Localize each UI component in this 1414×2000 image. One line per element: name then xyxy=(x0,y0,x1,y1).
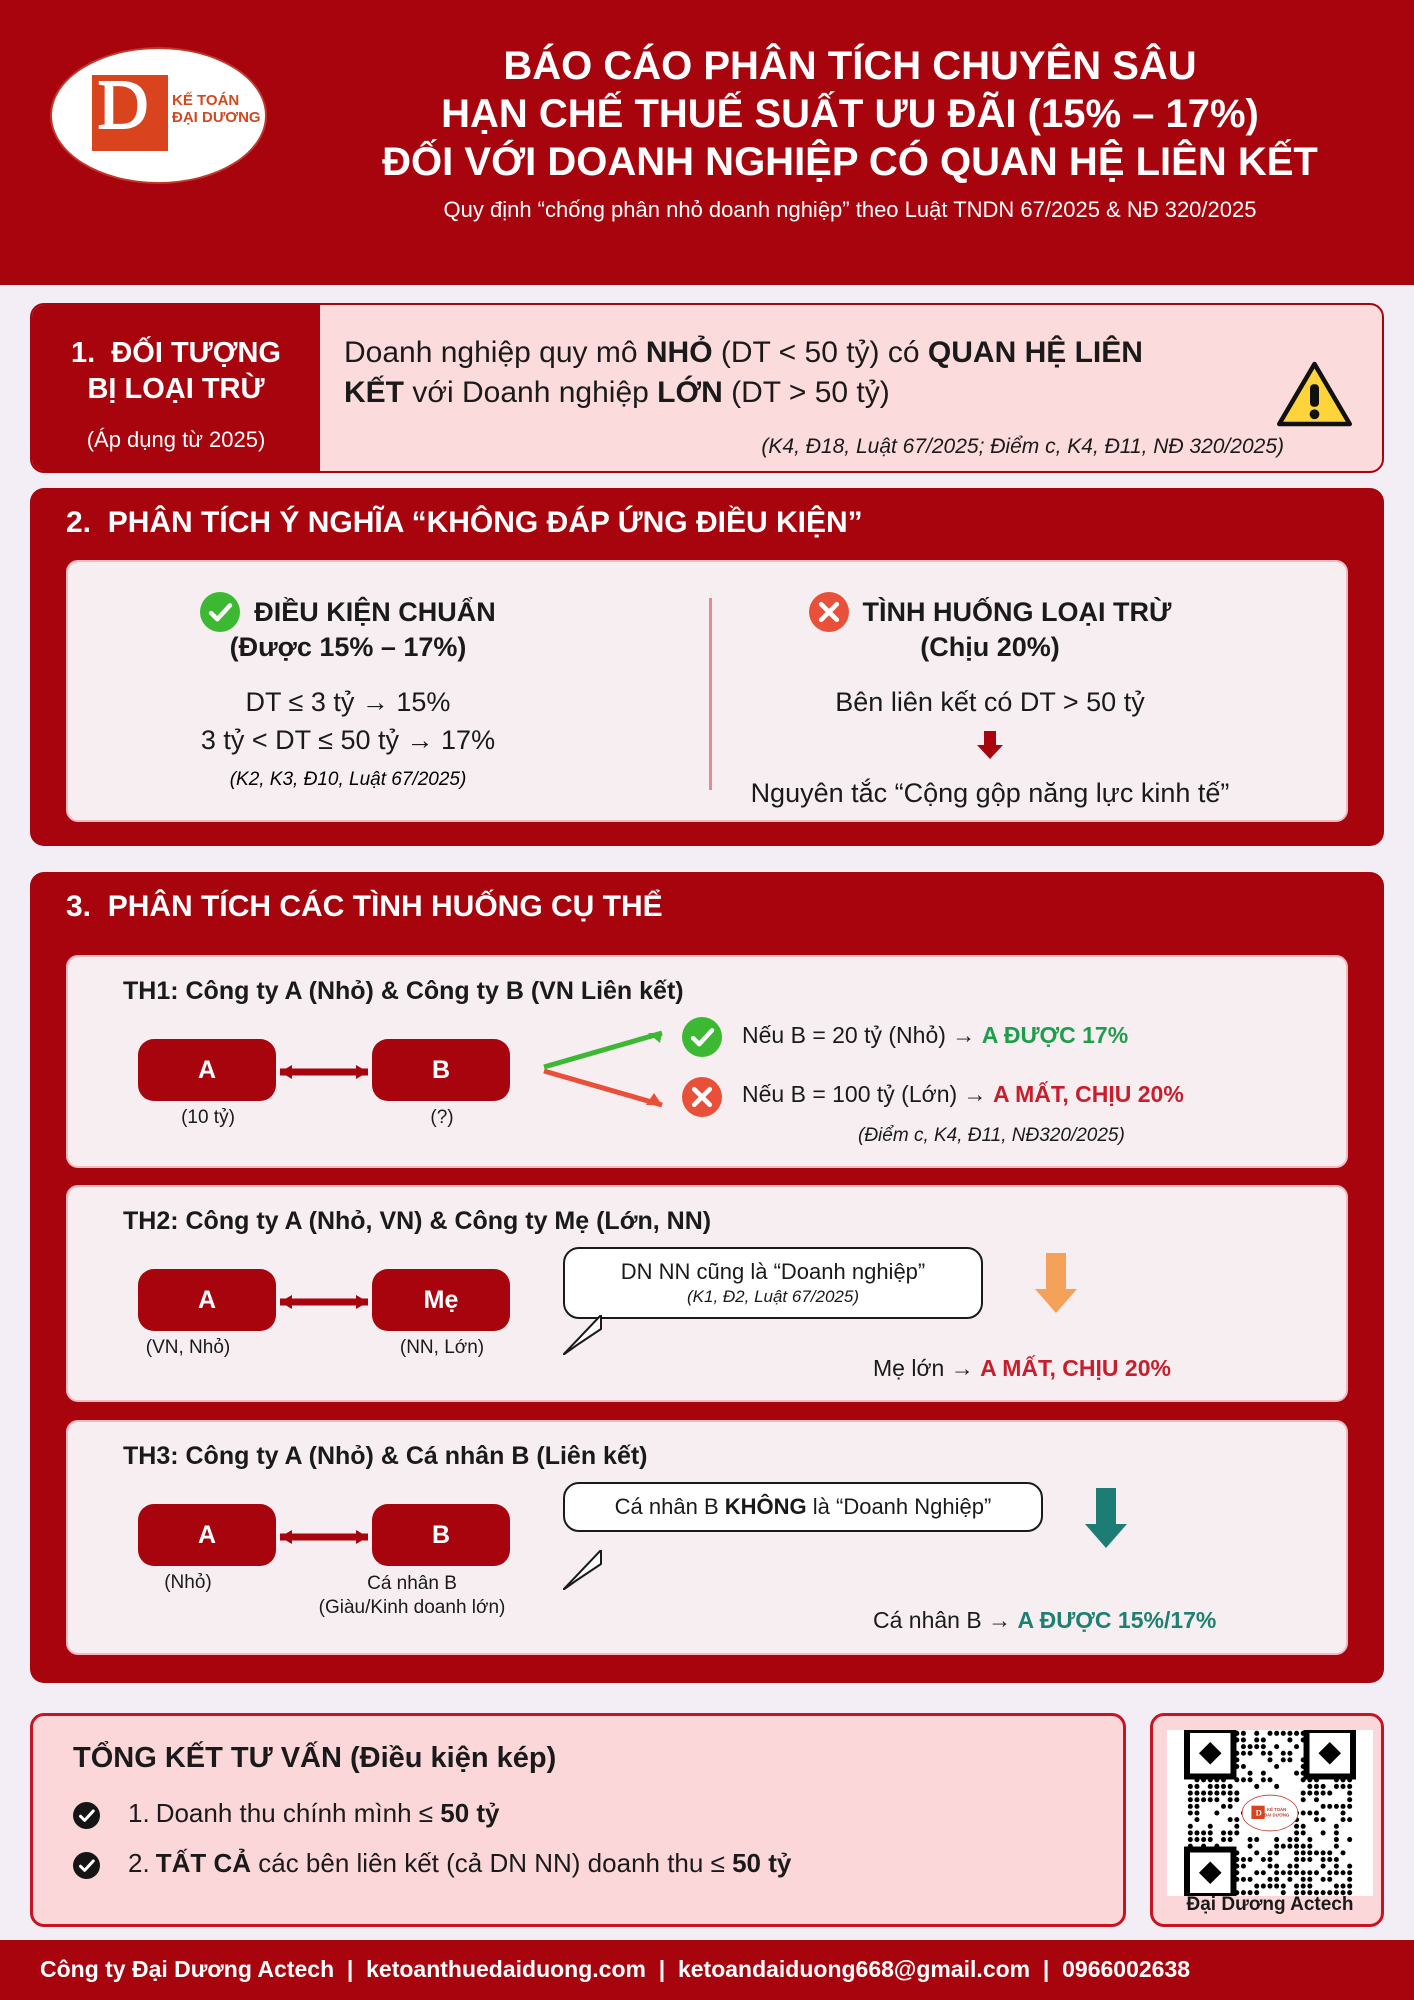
svg-text:D: D xyxy=(1256,1808,1262,1818)
svg-text:ĐẠI DƯƠNG: ĐẠI DƯƠNG xyxy=(1264,1812,1290,1817)
svg-text:KẾ TOÁN: KẾ TOÁN xyxy=(1267,1807,1286,1812)
